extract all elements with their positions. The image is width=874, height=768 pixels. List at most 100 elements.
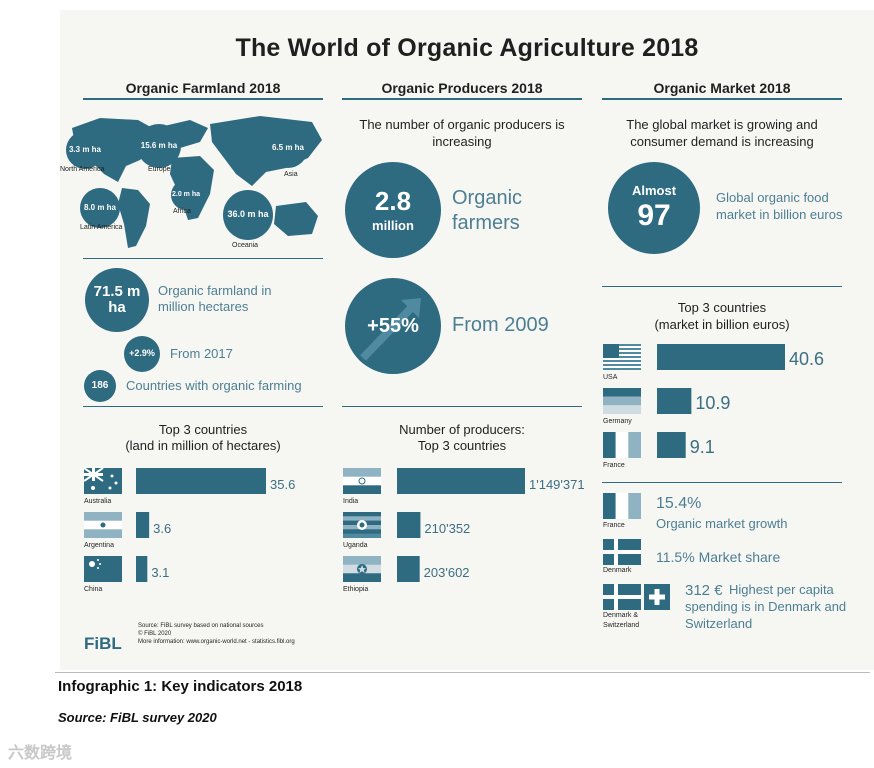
market-top-chart: 40.6 USA 10.9 Germany 9.1 France — [579, 336, 859, 476]
caption-divider — [55, 672, 870, 673]
farmland-total-value: 71.5 m ha — [93, 283, 141, 316]
producers-count-unit: million — [372, 217, 414, 233]
market-heading-rule — [602, 98, 842, 100]
farmland-countries-value: 186 — [91, 379, 109, 391]
producers-count-label-1: Organic — [452, 187, 523, 209]
region-label-europe: Europe — [148, 166, 171, 173]
growth-arrow-icon — [360, 298, 421, 361]
bar-india — [397, 468, 525, 494]
bar-chart-0: 35.6 Australia 3.6 Argentina 3.1 China — [84, 468, 295, 593]
infographic-title: The World of Organic Agriculture 2018 — [235, 34, 699, 62]
farmland-countries-circle: 186 — [84, 370, 116, 402]
farmland-top-heading-1: Top 3 countries — [158, 422, 248, 437]
region-value-europe: 15.6 m ha — [140, 140, 178, 150]
producers-heading: Organic Producers 2018 — [381, 80, 543, 96]
market-size-prefix: Almost — [631, 183, 677, 199]
farmland-divider-1 — [83, 258, 323, 259]
bar-chart-1: 1'149'371 India 210'352 Uganda 203'602 Ethiop… — [343, 468, 585, 593]
stat-label-growth: Organic market growth — [656, 516, 788, 531]
fibl-logo: FiBL — [84, 634, 122, 653]
flag-ethiopia — [343, 556, 381, 582]
stat-label-share: Market share — [698, 549, 781, 565]
region-value-latin-america: 8.0 m ha — [83, 202, 116, 212]
region-circle-latin-america: 8.0 m ha — [80, 188, 120, 228]
flag-denmark-stat-2 — [603, 584, 641, 610]
farmland-total-circle: 71.5 m ha — [85, 268, 149, 332]
region-label-asia: Asia — [284, 171, 298, 178]
market-heading: Organic Market 2018 — [653, 80, 791, 96]
farmland-source: Source: FiBL survey based on national so… — [138, 622, 295, 646]
producers-count-label-2: farmers — [452, 212, 520, 234]
region-value-oceania: 36.0 m ha — [227, 209, 269, 220]
bar-value-usa: 40.6 — [789, 349, 824, 369]
bar-category-argentina: Argentina — [84, 542, 114, 549]
region-circle-europe: 15.6 m ha — [137, 124, 181, 168]
market-top-heading-1: Top 3 countries — [677, 300, 767, 315]
region-label-africa: Africa — [173, 208, 191, 215]
bar-ethiopia — [397, 556, 420, 582]
stat-flag-label-dk-ch: Denmark & Switzerland — [603, 612, 640, 629]
farmland-growth-label: From 2017 — [170, 346, 233, 361]
bar-value-australia: 35.6 — [270, 477, 295, 492]
flag-usa — [603, 344, 641, 370]
flag-india — [343, 468, 381, 494]
region-circle-oceania: 36.0 m ha — [223, 190, 273, 240]
flag-denmark-stat — [603, 539, 641, 565]
region-value-north-america: 3.3 m ha — [68, 144, 101, 154]
producers-count-value: 2.8 — [374, 185, 412, 216]
world-map — [72, 116, 322, 248]
market-size-value: 97 — [637, 199, 671, 233]
bar-australia — [136, 468, 266, 494]
region-circle-asia: 6.5 m ha — [268, 128, 308, 168]
caption: Infographic 1: Key indicators 2018 — [58, 678, 303, 695]
producers-growth-value: +55% — [367, 314, 419, 337]
farmland-growth-circle: +2.9% — [124, 336, 160, 372]
flag-argentina — [84, 512, 122, 538]
farmland-divider-2 — [83, 406, 323, 407]
producers-intro: The number of organic producers is incre… — [359, 117, 565, 149]
farmland-heading-rule — [83, 98, 323, 100]
bar-value-france: 9.1 — [690, 437, 715, 457]
bar-category-usa: USA — [603, 374, 618, 381]
bar-value-india: 1'149'371 — [529, 477, 585, 492]
market-divider-2 — [602, 482, 842, 483]
region-circle-africa: 2.0 m ha — [171, 180, 201, 210]
infographic-panel — [60, 10, 874, 670]
region-label-latin-america: Latin America — [80, 224, 123, 231]
region-label-north-america: North America — [60, 166, 105, 173]
source-line-1: Source: FiBL survey based on national so… — [138, 623, 264, 629]
farmland-total-label: Organic farmland in million hectares — [158, 283, 272, 314]
bar-category-india: India — [343, 498, 358, 505]
producers-count-circle: 2.8 million — [345, 162, 441, 258]
stat-flag-label-france: France — [603, 522, 625, 529]
stat-value-growth: 15.4% — [656, 495, 702, 512]
watermark: 六数跨境 — [8, 745, 73, 762]
bar-france — [657, 432, 686, 458]
producers-divider — [342, 406, 582, 407]
stat-value-share: 11.5% — [656, 549, 695, 565]
producers-top-heading-1: Number of producers: — [399, 422, 525, 437]
stat-flag-label-denmark: Denmark — [603, 567, 632, 574]
source-line-3: More information: www.organic-world.net … — [138, 639, 295, 646]
market-top-heading-2: (market in billion euros) — [654, 317, 790, 332]
stat-value-spending: 312 € — [685, 582, 723, 599]
market-size-label: Global organic food market in billion eu… — [716, 190, 843, 222]
bar-chart-2: 40.6 USA 10.9 Germany 9.1 France — [603, 344, 824, 469]
bar-category-ethiopia: Ethiopia — [343, 586, 368, 593]
flag-uganda — [343, 512, 381, 538]
bar-category-germany: Germany — [603, 418, 632, 425]
bar-value-argentina: 3.6 — [153, 521, 171, 536]
flag-germany — [603, 388, 641, 414]
bar-category-australia: Australia — [84, 498, 111, 505]
bar-argentina — [136, 512, 150, 538]
market-size-circle: Almost 97 — [608, 162, 700, 254]
producers-growth-circle: +55% — [345, 278, 441, 374]
stat-market-share: 11.5% Market share — [656, 549, 780, 565]
market-intro: The global market is growing and consume… — [626, 117, 818, 149]
caption-source: Source: FiBL survey 2020 — [58, 710, 217, 725]
bar-value-uganda: 210'352 — [424, 521, 470, 536]
flag-france-stat — [603, 493, 641, 519]
bar-usa — [657, 344, 785, 370]
producers-growth-label: From 2009 — [452, 314, 549, 336]
bar-category-france: France — [603, 462, 625, 469]
